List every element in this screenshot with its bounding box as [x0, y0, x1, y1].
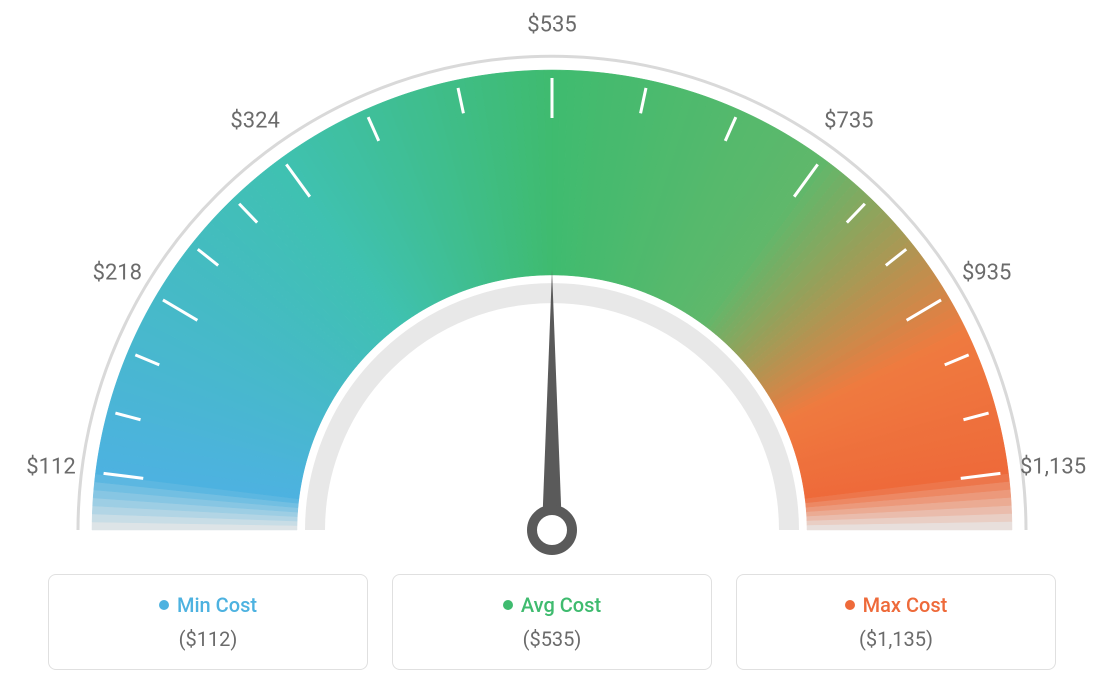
dot-icon	[503, 600, 513, 610]
legend-max-value: ($1,135)	[737, 627, 1055, 651]
legend-row: Min Cost ($112) Avg Cost ($535) Max Cost…	[48, 574, 1056, 670]
legend-max-label: Max Cost	[845, 593, 948, 617]
legend-avg-value: ($535)	[393, 627, 711, 651]
gauge-svg	[0, 20, 1104, 580]
dot-icon	[845, 600, 855, 610]
legend-max-text: Max Cost	[863, 593, 948, 617]
legend-min-value: ($112)	[49, 627, 367, 651]
cost-gauge-chart: $112$218$324$535$735$935$1,135	[0, 20, 1104, 584]
gauge-tick-label: $218	[93, 260, 142, 285]
gauge-tick-label: $324	[230, 109, 279, 134]
gauge-tick-label: $935	[962, 260, 1011, 285]
gauge-tick-label: $1,135	[1020, 454, 1086, 479]
legend-min-text: Min Cost	[177, 593, 257, 617]
gauge-tick-label: $112	[26, 454, 75, 479]
gauge-tick-label: $535	[527, 13, 576, 38]
legend-max-cost: Max Cost ($1,135)	[736, 574, 1056, 670]
gauge-tick-label: $735	[824, 109, 873, 134]
legend-min-cost: Min Cost ($112)	[48, 574, 368, 670]
legend-avg-text: Avg Cost	[521, 593, 601, 617]
dot-icon	[159, 600, 169, 610]
legend-avg-label: Avg Cost	[503, 593, 601, 617]
legend-avg-cost: Avg Cost ($535)	[392, 574, 712, 670]
legend-min-label: Min Cost	[159, 593, 257, 617]
